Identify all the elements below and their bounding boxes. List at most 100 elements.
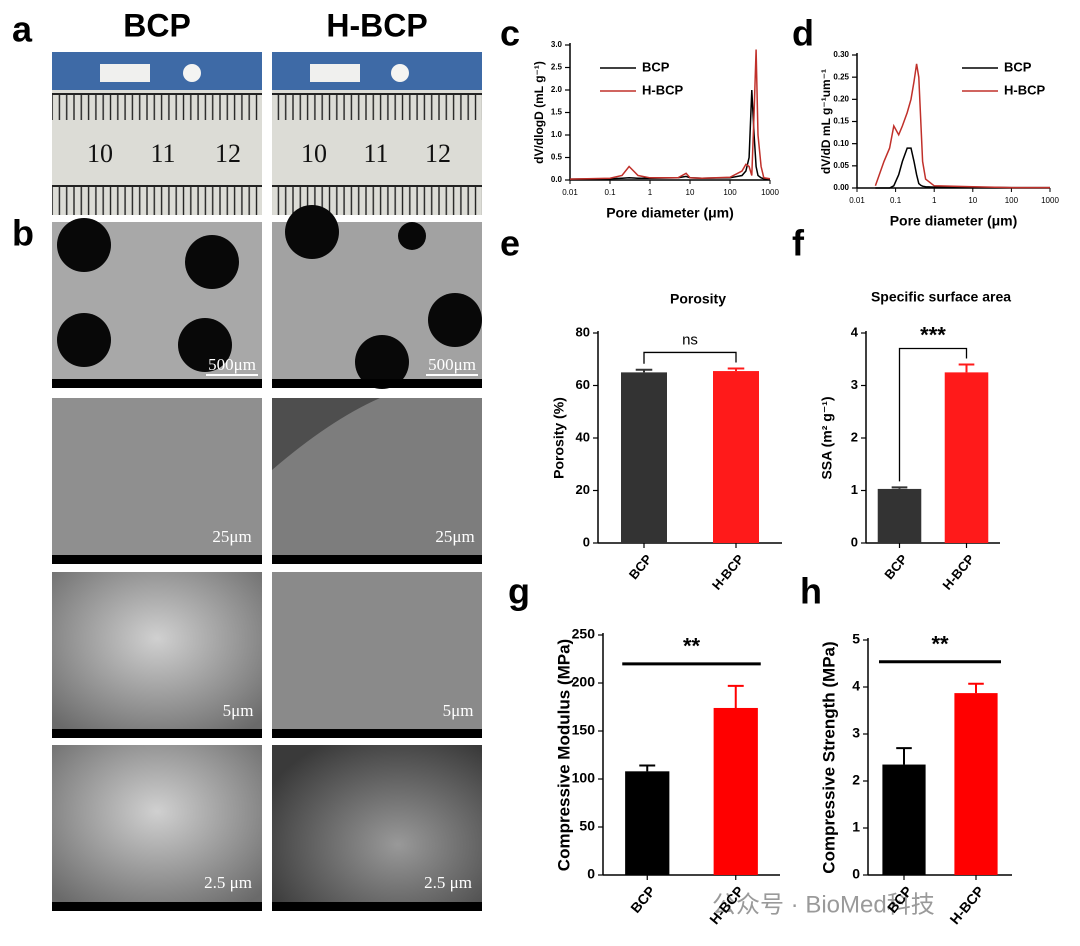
x-tick-label: 1000 xyxy=(761,188,779,197)
watermark: 公众号 · BioMed科技 xyxy=(712,891,935,918)
y-tick-label: 0.0 xyxy=(551,175,563,184)
y-axis-label: SSA (m² g⁻¹) xyxy=(819,396,835,479)
error-bar xyxy=(896,747,912,765)
chart-title: Specific surface area xyxy=(871,289,1011,305)
error-bar xyxy=(727,367,745,372)
bar xyxy=(713,707,758,875)
x-tick-label: 10 xyxy=(968,196,977,205)
y-tick-label: 20 xyxy=(576,482,590,497)
x-tick-label: H-BCP xyxy=(709,551,747,592)
x-tick-label: 0.01 xyxy=(562,188,578,197)
y-tick-label: 3 xyxy=(851,377,858,392)
y-tick-label: 3.0 xyxy=(551,40,563,49)
y-tick-label: 0.00 xyxy=(833,183,849,192)
scale-bar-label: 2.5 μm xyxy=(424,873,472,892)
y-tick-label: 100 xyxy=(572,770,596,786)
y-tick-label: 0.5 xyxy=(551,153,563,162)
error-bar xyxy=(968,682,984,694)
panel-label: d xyxy=(792,13,814,54)
x-tick-label: 100 xyxy=(1005,196,1019,205)
scale-bar-label: 500μm xyxy=(208,355,256,374)
error-bar xyxy=(639,764,656,772)
legend-label: BCP xyxy=(642,59,670,74)
error-bar xyxy=(958,363,975,373)
ruler-photo: 10 11 12 xyxy=(272,52,482,215)
x-axis-label: Pore diameter (μm) xyxy=(606,205,734,221)
x-tick-label: 0.1 xyxy=(890,196,902,205)
photo-header: BCP xyxy=(123,7,191,43)
y-tick-label: 4 xyxy=(851,324,859,339)
significance-label: ns xyxy=(682,331,698,348)
y-tick-label: 0.25 xyxy=(833,72,849,81)
y-tick-label: 1 xyxy=(852,819,860,835)
y-tick-label: 0.05 xyxy=(833,161,849,170)
x-tick-label: BCP xyxy=(881,551,910,582)
y-tick-label: 1 xyxy=(851,482,858,497)
y-tick-label: 40 xyxy=(576,429,590,444)
scale-bar-label: 25μm xyxy=(212,527,251,546)
error-bar xyxy=(891,486,908,489)
x-tick-label: BCP xyxy=(627,883,658,916)
error-bar xyxy=(727,684,744,708)
legend-label: BCP xyxy=(1004,59,1032,74)
scale-bar-label: 500μm xyxy=(428,355,476,374)
x-tick-label: 100 xyxy=(723,188,737,197)
ruler-number: 12 xyxy=(425,139,451,168)
y-axis-label: Compressive Modulus (MPa) xyxy=(554,639,573,871)
y-axis-label: Compressive Strength (MPa) xyxy=(819,641,838,873)
x-tick-label: H-BCP xyxy=(939,551,977,592)
bar xyxy=(944,372,989,543)
significance-bracket xyxy=(643,351,737,364)
significance-label: ** xyxy=(683,634,701,659)
series-line xyxy=(875,147,1050,189)
x-tick-label: 10 xyxy=(686,188,695,197)
x-tick-label: 1 xyxy=(648,188,653,197)
x-tick-label: H-BCP xyxy=(946,883,987,927)
bar xyxy=(625,771,670,875)
y-tick-label: 0 xyxy=(587,866,595,882)
y-tick-label: 2.5 xyxy=(551,63,563,72)
y-tick-label: 250 xyxy=(572,626,596,642)
y-tick-label: 2.0 xyxy=(551,85,563,94)
series-line xyxy=(874,63,1050,189)
y-tick-label: 0.30 xyxy=(833,50,849,59)
panel-label: b xyxy=(12,213,34,254)
x-tick-label: BCP xyxy=(626,551,655,582)
series-line xyxy=(569,89,771,180)
y-tick-label: 50 xyxy=(579,818,595,834)
x-tick-label: 1 xyxy=(932,196,937,205)
x-tick-label: 1000 xyxy=(1041,196,1059,205)
y-tick-label: 1.0 xyxy=(551,130,563,139)
photo-header: H-BCP xyxy=(326,7,427,43)
x-tick-label: 0.01 xyxy=(849,196,865,205)
panel-label: e xyxy=(500,223,520,264)
panel-label: a xyxy=(12,9,33,50)
y-tick-label: 2 xyxy=(852,772,860,788)
panel-label: f xyxy=(792,223,805,264)
y-tick-label: 0 xyxy=(852,866,860,882)
y-tick-label: 150 xyxy=(572,722,596,738)
y-tick-label: 0.20 xyxy=(833,94,849,103)
ruler-photo: 10 11 12 xyxy=(52,52,262,215)
x-axis-label: Pore diameter (μm) xyxy=(890,213,1018,229)
bar xyxy=(621,372,667,543)
y-tick-label: 2 xyxy=(851,429,858,444)
scale-bar-label: 5μm xyxy=(223,701,254,720)
series-line xyxy=(569,49,771,180)
scale-bar-label: 2.5 μm xyxy=(204,873,252,892)
y-tick-label: 60 xyxy=(576,377,590,392)
significance-label: *** xyxy=(920,322,946,347)
ruler-number: 10 xyxy=(87,139,113,168)
significance-bracket xyxy=(898,347,968,482)
ruler-number: 12 xyxy=(215,139,241,168)
x-tick-label: 0.1 xyxy=(604,188,616,197)
significance-label: ** xyxy=(931,632,949,657)
bar xyxy=(713,371,759,543)
y-axis-label: dV/dlogD (mL g⁻¹) xyxy=(532,61,546,164)
y-tick-label: 1.5 xyxy=(551,108,563,117)
error-bar xyxy=(635,368,653,373)
bar xyxy=(877,488,922,543)
legend-label: H-BCP xyxy=(1004,82,1045,97)
y-tick-label: 0 xyxy=(851,534,858,549)
